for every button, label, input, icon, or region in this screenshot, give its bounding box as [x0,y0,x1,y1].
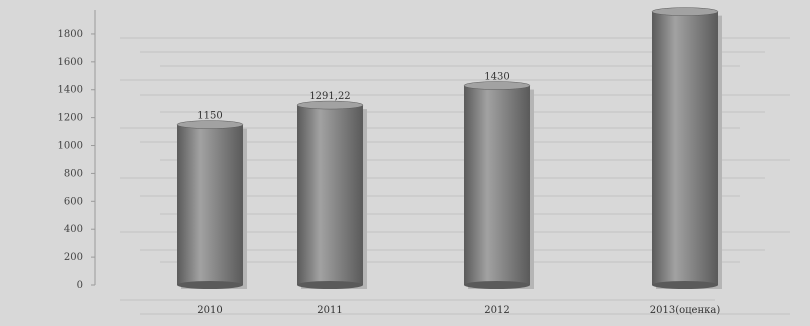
y-tick-label: 1600 [58,57,83,68]
x-category-label: 2011 [317,305,342,316]
data-label: 1150 [197,111,222,122]
x-category-label: 2012 [484,305,509,316]
bar-top [463,81,531,90]
bars [176,7,722,289]
y-tick-label: 1400 [58,85,83,96]
bar-body [464,85,530,285]
data-label: 1291,22 [309,91,350,102]
y-tick-label: 800 [64,168,83,179]
data-label: 1430 [484,72,509,83]
labels: 1150 2010 1291,22 2011 1430 2012 2013(оценка) [197,72,720,316]
bar-base [652,281,718,289]
y-tick-label: 1200 [58,113,83,124]
y-tick-label: 1800 [58,29,83,40]
bar [176,120,247,289]
bar-top [651,7,719,16]
bar [296,100,367,289]
y-tick-label: 600 [64,196,83,207]
y-tick-label: 400 [64,224,83,235]
bar-body [652,11,718,285]
bar [651,7,722,289]
bar-body [297,105,363,285]
bar-base [177,281,243,289]
x-category-label: 2013(оценка) [650,305,721,316]
bar-base [297,281,363,289]
bar-top [296,100,364,110]
y-tick-label: 200 [64,252,83,263]
bar [463,81,534,289]
y-tick-label: 0 [77,280,83,291]
x-category-label: 2010 [197,305,222,316]
y-axis: 0 200 400 600 800 1000 1200 1400 1600 1800 [58,10,96,291]
bar-top [176,120,244,129]
y-tick-label: 1000 [58,141,83,152]
bar-base [464,281,530,289]
bar-body [177,124,243,286]
